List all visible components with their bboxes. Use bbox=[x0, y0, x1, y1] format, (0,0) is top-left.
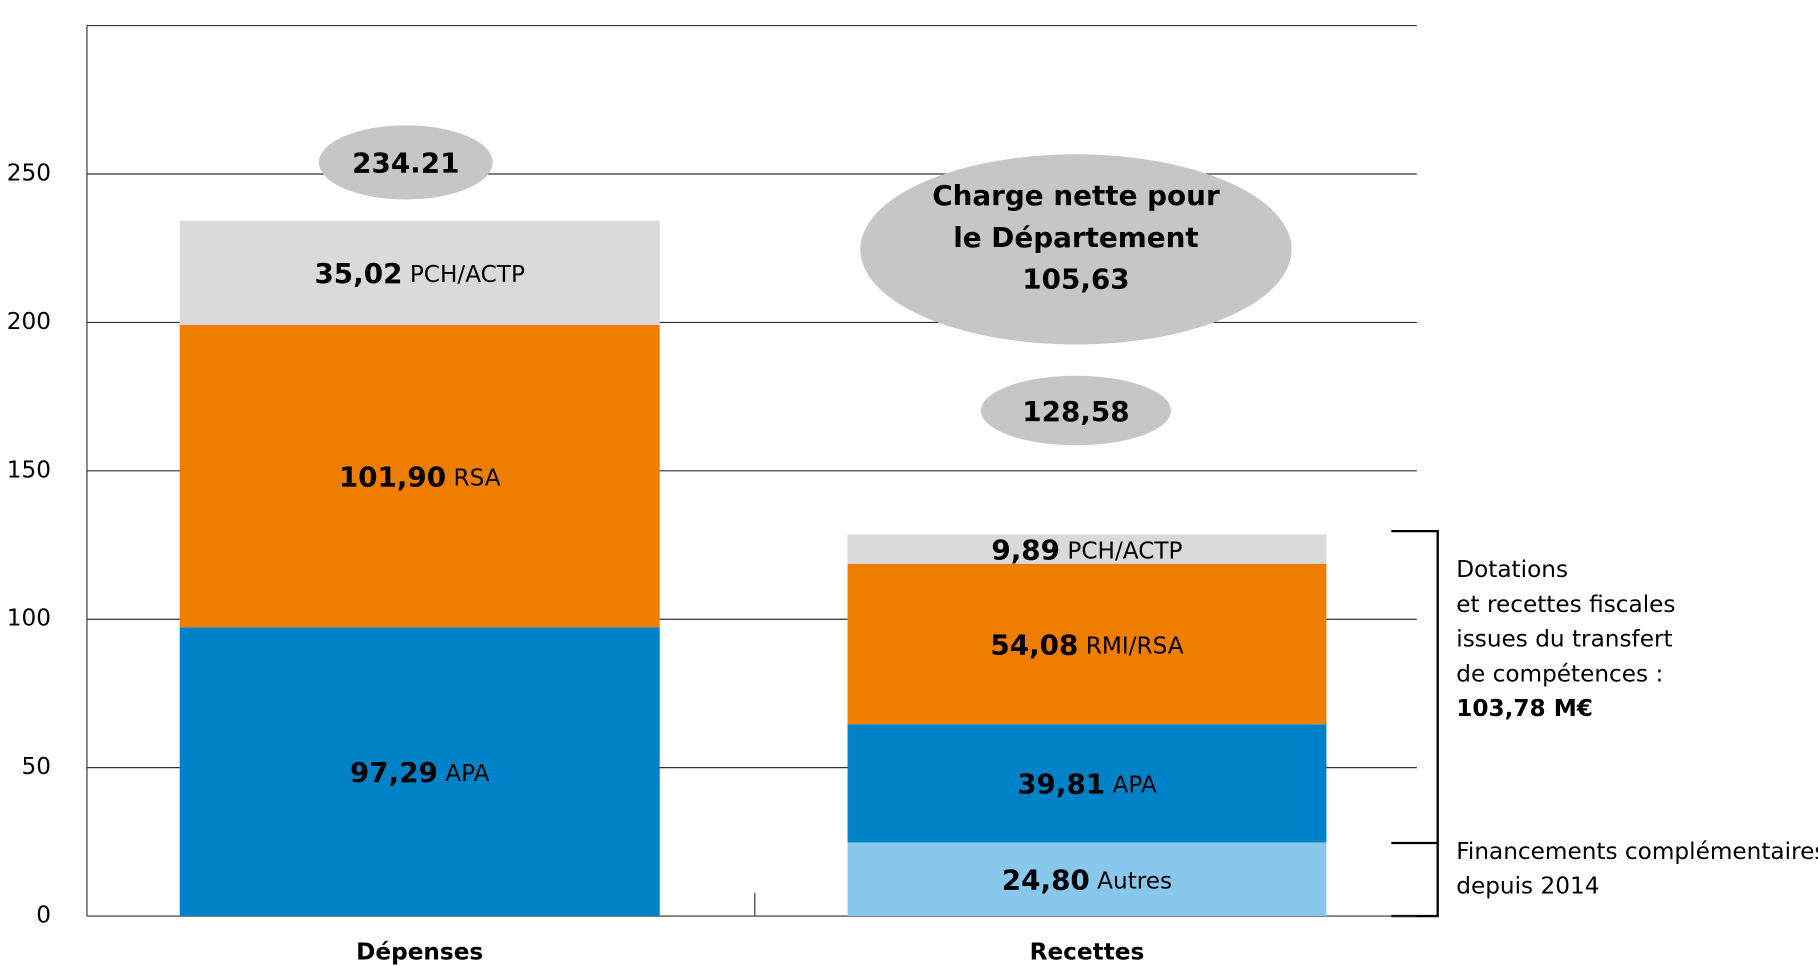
segment-value: 24,80 bbox=[1002, 864, 1090, 897]
segment-name: RMI/RSA bbox=[1086, 632, 1184, 659]
segment-value: 9,89 bbox=[991, 533, 1060, 566]
annotation: et recettes fiscales bbox=[1456, 591, 1675, 618]
annotation: Financements complémentaires bbox=[1456, 838, 1818, 865]
annotation: Dotations bbox=[1456, 556, 1568, 583]
bar-segment bbox=[847, 534, 1327, 564]
net-charge-text: Charge nette pour bbox=[932, 179, 1220, 212]
annotation: de compétences : bbox=[1456, 660, 1663, 687]
net-charge-value: 105,63 bbox=[1022, 263, 1129, 296]
net-charge-bubble bbox=[860, 154, 1292, 345]
segment-name: PCH/ACTP bbox=[1067, 537, 1182, 564]
segment-label: 35,02 PCH/ACTP bbox=[314, 257, 525, 290]
total-bubble bbox=[980, 375, 1172, 446]
segment-value: 39,81 bbox=[1017, 768, 1105, 801]
bracket bbox=[1391, 529, 1439, 918]
y-tick-label: 250 bbox=[7, 160, 51, 187]
total-bubble bbox=[318, 125, 493, 200]
segment-value: 101,90 bbox=[339, 460, 446, 493]
segment-value: 97,29 bbox=[350, 756, 438, 789]
bar-segment bbox=[179, 220, 660, 325]
bar-segment bbox=[847, 563, 1327, 725]
bar-segment bbox=[179, 627, 660, 917]
segment-label: 101,90 RSA bbox=[339, 460, 501, 493]
segment-name: APA bbox=[445, 759, 489, 786]
annotation: depuis 2014 bbox=[1456, 873, 1599, 900]
segment-label: 24,80 Autres bbox=[1002, 864, 1172, 897]
total-label: 128,58 bbox=[1022, 395, 1129, 428]
segment-value: 35,02 bbox=[314, 257, 402, 290]
y-tick-label: 100 bbox=[7, 605, 51, 632]
annotation-bold: 103,78 M€ bbox=[1456, 695, 1593, 722]
x-tick-label: Recettes bbox=[1030, 939, 1145, 966]
bar-segment bbox=[179, 324, 660, 628]
segment-label: 54,08 RMI/RSA bbox=[990, 628, 1183, 661]
total-label: 234.21 bbox=[352, 147, 459, 180]
net-charge-text: le Département bbox=[953, 221, 1199, 254]
y-tick-label: 50 bbox=[22, 753, 51, 780]
segment-label: 39,81 APA bbox=[1017, 768, 1157, 801]
segment-name: PCH/ACTP bbox=[410, 261, 525, 288]
segment-name: RSA bbox=[454, 464, 501, 491]
bar-segment bbox=[847, 842, 1327, 917]
y-tick-label: 150 bbox=[7, 456, 51, 483]
y-tick-label: 200 bbox=[7, 308, 51, 335]
segment-value: 54,08 bbox=[990, 628, 1078, 661]
segment-label: 97,29 APA bbox=[350, 756, 490, 789]
segment-name: Autres bbox=[1097, 867, 1172, 894]
bar-segment bbox=[847, 724, 1327, 843]
annotation: issues du transfert bbox=[1456, 626, 1672, 653]
segment-label: 9,89 PCH/ACTP bbox=[991, 533, 1182, 566]
x-tick-label: Dépenses bbox=[356, 939, 483, 966]
y-tick-label: 0 bbox=[36, 902, 51, 929]
segment-name: APA bbox=[1113, 771, 1157, 798]
